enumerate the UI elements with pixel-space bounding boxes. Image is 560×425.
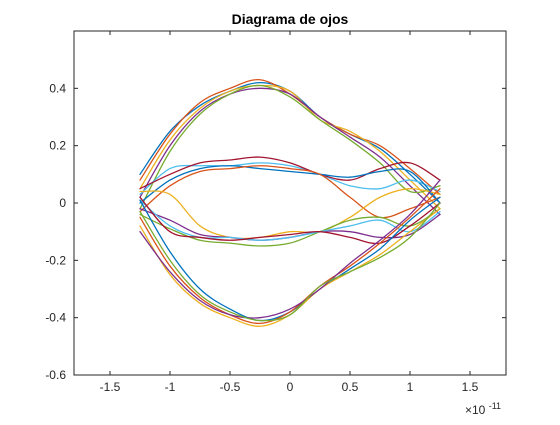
x-tick-label: 0 bbox=[287, 380, 294, 394]
series-line-10 bbox=[139, 188, 441, 240]
y-tick-label: -0.4 bbox=[45, 311, 66, 325]
x-tick-label: 0.5 bbox=[342, 380, 359, 394]
x-tick-label: 1 bbox=[407, 380, 414, 394]
y-tick-label: -0.2 bbox=[45, 253, 66, 267]
chart-title: Diagrama de ojos bbox=[232, 11, 349, 27]
x-axis-multiplier: ×10 -11 bbox=[465, 401, 501, 417]
series-line-14 bbox=[139, 196, 441, 245]
x-tick-label: 1.5 bbox=[462, 380, 479, 394]
y-tick-label: 0.4 bbox=[49, 81, 66, 95]
x-tick-label: -1 bbox=[165, 380, 176, 394]
y-tick-label: -0.6 bbox=[45, 368, 66, 382]
series-line-8 bbox=[139, 165, 441, 204]
series-line-19 bbox=[139, 202, 441, 322]
series-line-1 bbox=[139, 81, 441, 204]
series-line-16 bbox=[139, 188, 441, 325]
y-tick-label: 0 bbox=[59, 196, 66, 210]
x-axis-multiplier-base: ×10 bbox=[465, 403, 486, 417]
series-line-7 bbox=[139, 156, 441, 190]
x-tick-label: -0.5 bbox=[220, 380, 241, 394]
series-layer bbox=[139, 79, 441, 327]
x-axis-multiplier-exponent: -11 bbox=[489, 401, 501, 411]
y-tick-label: 0.2 bbox=[49, 139, 66, 153]
series-line-4 bbox=[139, 87, 441, 216]
series-line-9 bbox=[139, 165, 441, 219]
series-line-5 bbox=[139, 84, 441, 210]
series-line-3 bbox=[139, 84, 441, 210]
plot-area-box bbox=[73, 30, 507, 376]
axes: -1.5 -1 -0.5 0 0.5 1 1.5 -0.6 -0.4 -0.2 0 0.2 0.4 bbox=[45, 30, 507, 394]
series-line-12 bbox=[139, 208, 441, 247]
series-line-15 bbox=[139, 196, 441, 322]
series-line-18 bbox=[139, 179, 441, 319]
x-tick-label: -1.5 bbox=[100, 380, 121, 394]
series-line-13 bbox=[139, 199, 441, 241]
